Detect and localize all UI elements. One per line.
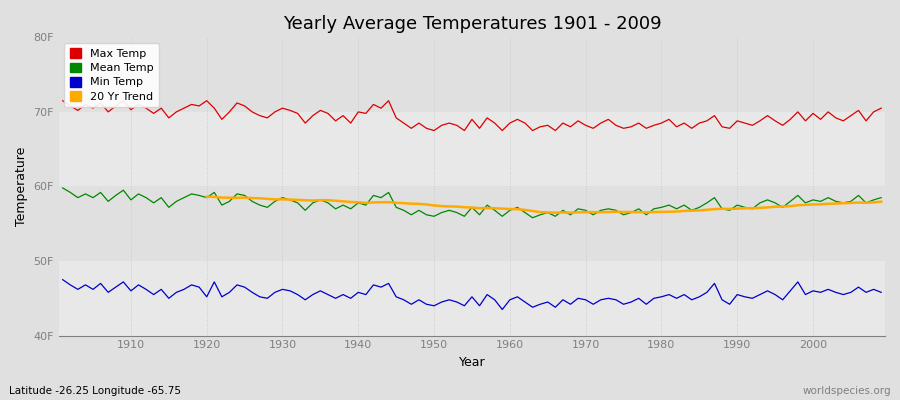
Text: worldspecies.org: worldspecies.org [803,386,891,396]
Bar [58,112,885,186]
X-axis label: Year: Year [459,356,485,369]
Bar [58,261,885,336]
Legend: Max Temp, Mean Temp, Min Temp, 20 Yr Trend: Max Temp, Mean Temp, Min Temp, 20 Yr Tre… [65,43,159,107]
Y-axis label: Temperature: Temperature [15,147,28,226]
Bar [58,37,885,112]
Text: Latitude -26.25 Longitude -65.75: Latitude -26.25 Longitude -65.75 [9,386,181,396]
Bar [58,186,885,261]
Title: Yearly Average Temperatures 1901 - 2009: Yearly Average Temperatures 1901 - 2009 [283,15,662,33]
